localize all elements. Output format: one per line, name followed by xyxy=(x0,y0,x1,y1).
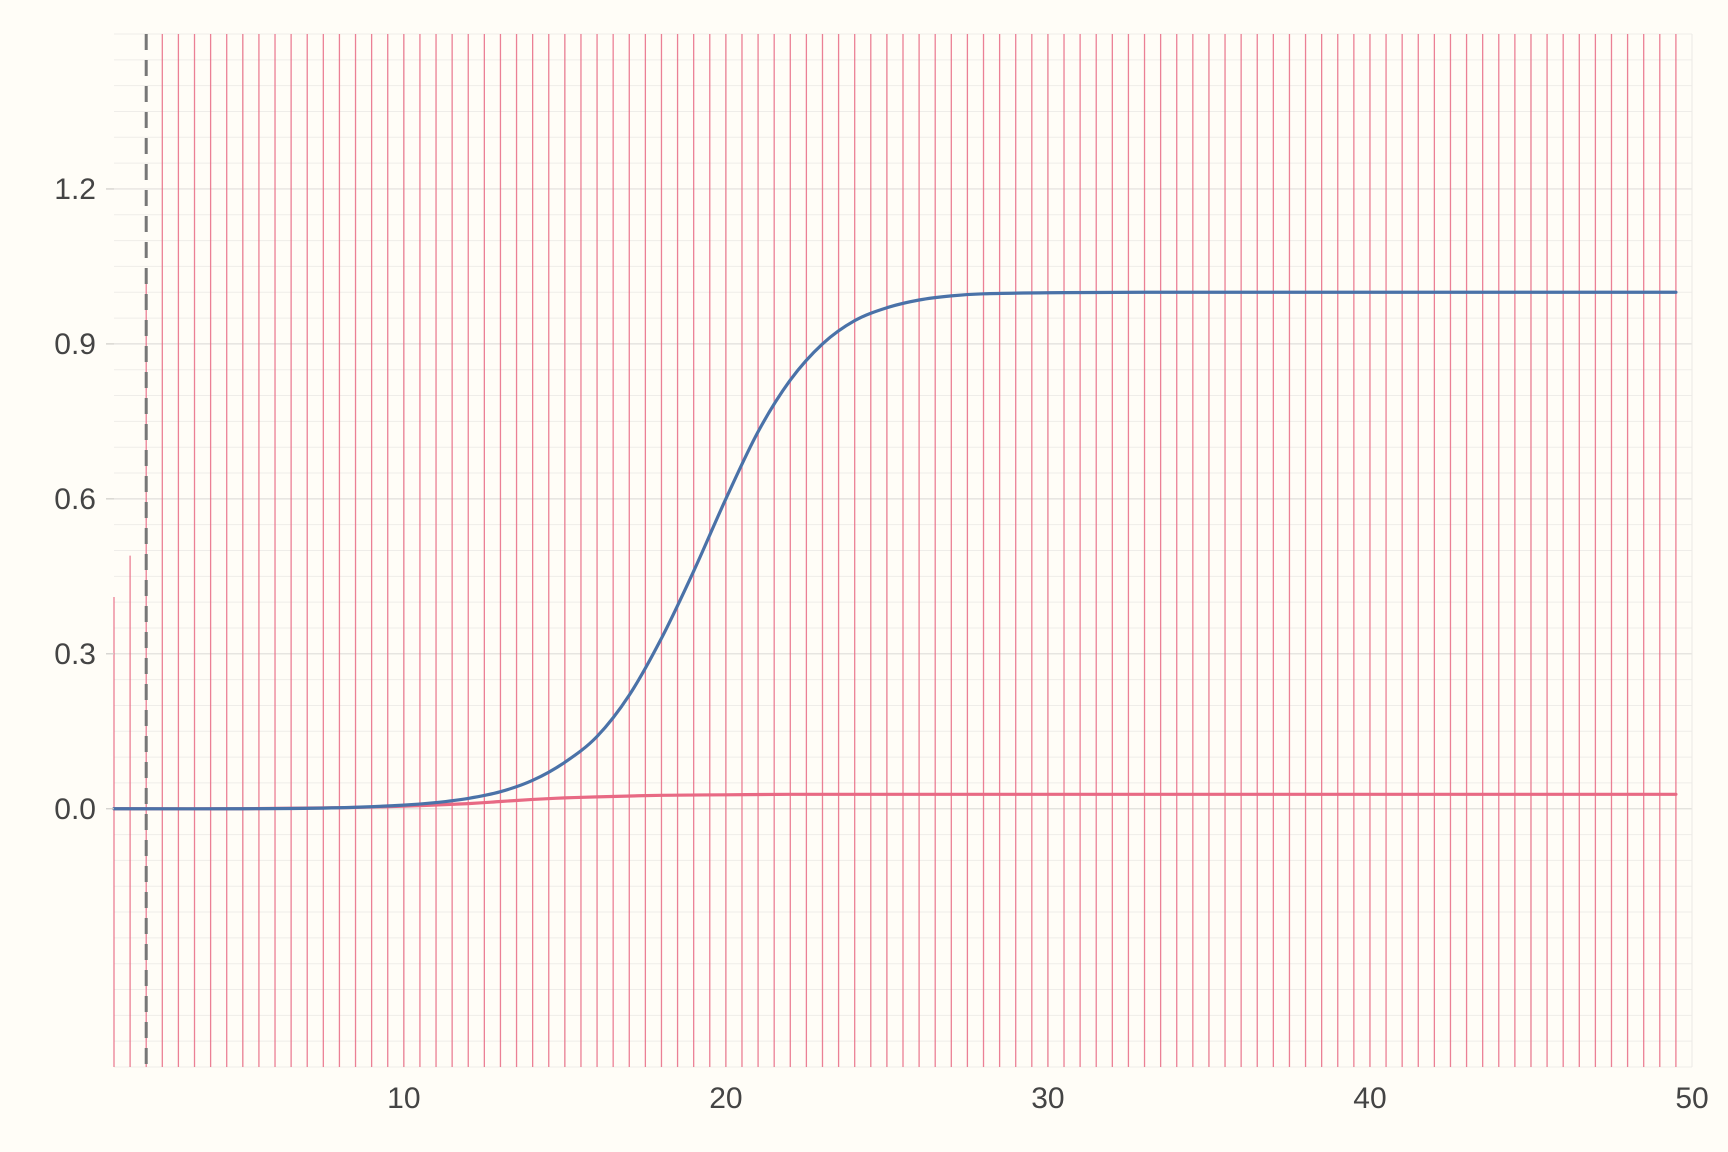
y-tick-label: 0.9 xyxy=(54,328,96,361)
y-tick-label: 0.3 xyxy=(54,638,96,671)
series-line-blue xyxy=(112,290,1678,811)
x-tick-label: 50 xyxy=(1675,1082,1708,1115)
x-tick-label: 30 xyxy=(1031,1082,1064,1115)
x-axis: 10 20 30 40 50 xyxy=(387,1082,1709,1115)
x-tick-label: 40 xyxy=(1353,1082,1386,1115)
y-tick-label: 1.2 xyxy=(54,173,96,206)
y-tick-label: 0.6 xyxy=(54,483,96,516)
x-tick-label: 10 xyxy=(387,1082,420,1115)
x-tick-label: 20 xyxy=(709,1082,742,1115)
y-tick-label: 0.0 xyxy=(54,793,96,826)
stem-series xyxy=(113,34,1677,1067)
line-series-layer xyxy=(112,290,1678,811)
y-axis: 0.0 0.3 0.6 0.9 1.2 xyxy=(54,173,114,826)
